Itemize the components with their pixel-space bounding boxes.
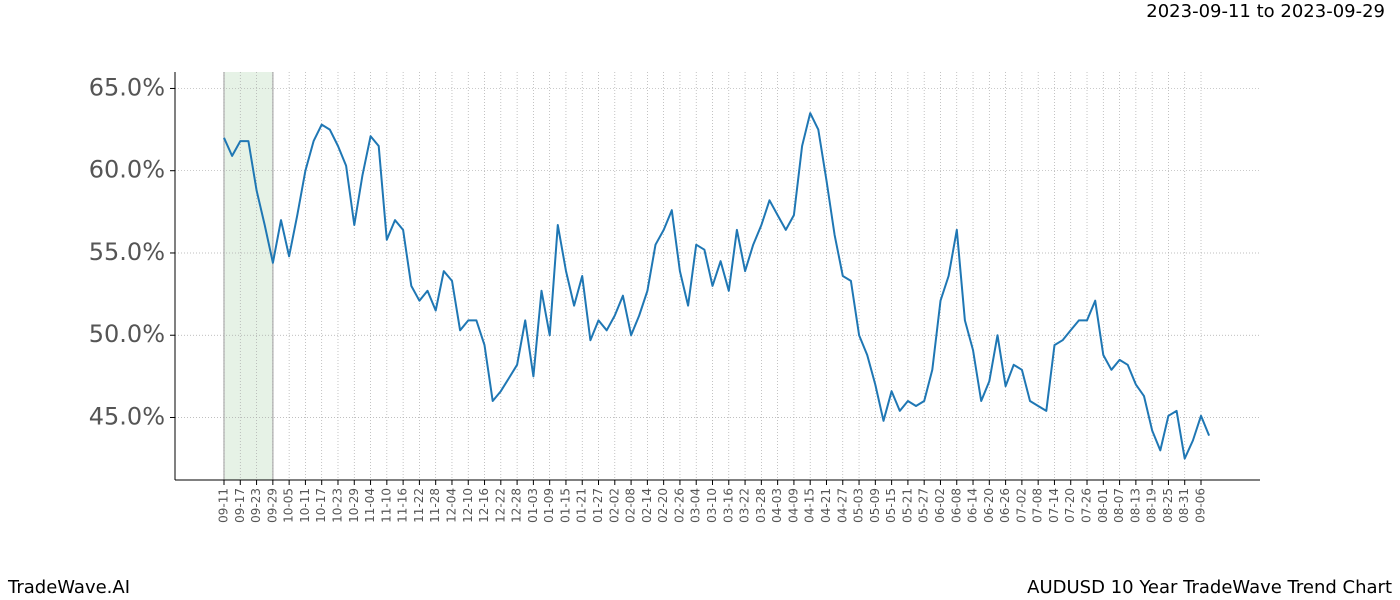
x-tick-label: 08-13 xyxy=(1128,488,1142,523)
x-tick-label: 11-10 xyxy=(379,488,393,523)
chart-title: AUDUSD 10 Year TradeWave Trend Chart xyxy=(1027,577,1392,598)
x-tick-label: 03-28 xyxy=(754,488,768,523)
x-tick-label: 01-15 xyxy=(558,488,572,523)
x-tick-label: 11-28 xyxy=(428,488,442,523)
x-tick-label: 03-10 xyxy=(705,488,719,523)
y-tick-label: 55.0% xyxy=(89,238,165,266)
x-tick-label: 07-14 xyxy=(1047,488,1061,523)
x-tick-label: 05-27 xyxy=(917,488,931,523)
trend-line xyxy=(223,112,1211,460)
x-tick-label: 01-03 xyxy=(526,488,540,523)
x-tick-label: 01-21 xyxy=(575,488,589,523)
x-tick-label: 05-15 xyxy=(884,488,898,523)
x-tick-label: 02-26 xyxy=(672,488,686,523)
x-tick-label: 07-26 xyxy=(1080,488,1094,523)
x-tick-label: 09-17 xyxy=(233,488,247,523)
brand: TradeWave.AI xyxy=(7,577,130,598)
x-tick-label: 11-16 xyxy=(396,488,410,523)
x-tick-label: 12-04 xyxy=(444,488,458,523)
x-tick-label: 09-06 xyxy=(1194,488,1208,523)
x-tick-label: 10-05 xyxy=(282,488,296,523)
x-tick-label: 02-08 xyxy=(624,488,638,523)
x-tick-label: 10-23 xyxy=(330,488,344,523)
y-tick-label: 60.0% xyxy=(89,156,165,184)
x-tick-label: 01-09 xyxy=(542,488,556,523)
x-tick-label: 04-21 xyxy=(819,488,833,523)
x-tick-label: 10-29 xyxy=(347,488,361,523)
x-tick-label: 04-15 xyxy=(803,488,817,523)
x-tick-label: 02-14 xyxy=(640,488,654,523)
x-tick-label: 10-11 xyxy=(298,488,312,523)
x-tick-label: 03-16 xyxy=(721,488,735,523)
x-tick-label: 04-09 xyxy=(786,488,800,523)
x-tick-label: 01-27 xyxy=(591,488,605,523)
x-tick-label: 06-14 xyxy=(966,488,980,523)
x-tick-label: 08-01 xyxy=(1096,488,1110,523)
x-tick-label: 10-17 xyxy=(314,488,328,523)
x-tick-label: 11-22 xyxy=(412,488,426,523)
x-tick-label: 02-20 xyxy=(656,488,670,523)
x-tick-label: 06-08 xyxy=(949,488,963,523)
date-range: 2023-09-11 to 2023-09-29 xyxy=(1146,1,1385,22)
x-tick-label: 04-27 xyxy=(835,488,849,523)
x-tick-label: 09-29 xyxy=(265,488,279,523)
x-tick-label: 06-02 xyxy=(933,488,947,523)
x-tick-label: 12-16 xyxy=(477,488,491,523)
x-tick-label: 03-22 xyxy=(738,488,752,523)
x-tick-label: 08-07 xyxy=(1112,488,1126,523)
x-tick-label: 02-02 xyxy=(607,488,621,523)
x-tick-label: 06-20 xyxy=(982,488,996,523)
x-tick-label: 05-09 xyxy=(868,488,882,523)
x-tick-label: 08-19 xyxy=(1145,488,1159,523)
y-tick-label: 50.0% xyxy=(89,320,165,348)
x-tick-label: 11-04 xyxy=(363,488,377,523)
x-tick-label: 12-28 xyxy=(510,488,524,523)
highlight-band xyxy=(224,72,273,480)
x-tick-label: 08-31 xyxy=(1177,488,1191,523)
x-tick-label: 07-08 xyxy=(1031,488,1045,523)
x-tick-label: 04-03 xyxy=(770,488,784,523)
x-tick-label: 09-23 xyxy=(249,488,263,523)
x-tick-label: 03-04 xyxy=(689,488,703,523)
x-tick-label: 08-25 xyxy=(1161,488,1175,523)
x-tick-label: 12-22 xyxy=(493,488,507,523)
x-tick-label: 05-03 xyxy=(852,488,866,523)
x-tick-label: 07-20 xyxy=(1063,488,1077,523)
y-tick-label: 45.0% xyxy=(89,402,165,430)
x-tick-label: 05-21 xyxy=(900,488,914,523)
x-tick-label: 06-26 xyxy=(998,488,1012,523)
x-tick-label: 09-11 xyxy=(217,488,231,523)
x-tick-label: 12-10 xyxy=(461,488,475,523)
y-tick-label: 65.0% xyxy=(89,73,165,101)
x-tick-label: 07-02 xyxy=(1014,488,1028,523)
